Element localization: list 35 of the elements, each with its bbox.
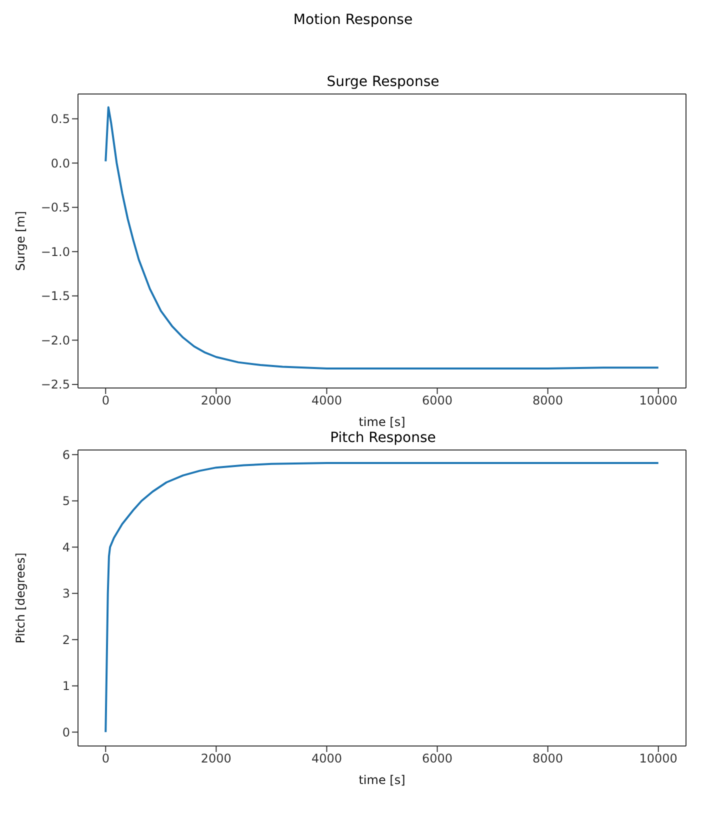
y-tick-label: −2.0: [40, 333, 70, 348]
y-tick-label: −2.5: [40, 378, 70, 392]
x-tick-label: 6000: [422, 752, 453, 766]
chart-subtitle: Pitch Response: [329, 430, 437, 448]
x-axis-title: time [s]: [358, 415, 406, 429]
y-tick-label: −0.5: [40, 200, 70, 215]
x-tick-label: 2000: [200, 752, 232, 766]
y-axis-title: Pitch [degrees]: [13, 552, 28, 644]
x-tick-label: 4000: [311, 752, 342, 766]
y-tick-label: 6: [62, 448, 70, 462]
chart-title: Motion Response: [292, 11, 414, 30]
chart-subtitle: Surge Response: [326, 74, 440, 92]
x-tick-label: 0: [102, 752, 110, 766]
y-tick-label: −1.5: [40, 289, 70, 304]
line-series: [104, 106, 660, 370]
y-tick-label: 4: [62, 540, 70, 554]
y-tick-label: 0: [62, 725, 70, 740]
x-tick-label: 0: [102, 394, 110, 408]
x-axis-title: time [s]: [358, 773, 406, 787]
y-tick-label: −1.0: [40, 244, 70, 259]
x-tick-label: 10000: [639, 752, 678, 766]
x-tick-label: 8000: [532, 752, 564, 766]
y-tick-label: 0.5: [50, 112, 70, 126]
y-tick-label: 2: [62, 632, 70, 647]
y-tick-label: 5: [62, 494, 70, 508]
x-tick-label: 8000: [532, 394, 564, 408]
y-axis-title: Surge [m]: [13, 211, 28, 271]
y-tick-label: 3: [62, 586, 70, 601]
x-tick-label: 10000: [639, 394, 678, 408]
line-series: [104, 462, 660, 734]
y-tick-label: 0.0: [50, 156, 70, 170]
x-tick-label: 4000: [311, 394, 342, 408]
x-tick-label: 2000: [200, 394, 232, 408]
y-tick-label: 1: [62, 679, 70, 694]
x-tick-label: 6000: [422, 394, 453, 408]
